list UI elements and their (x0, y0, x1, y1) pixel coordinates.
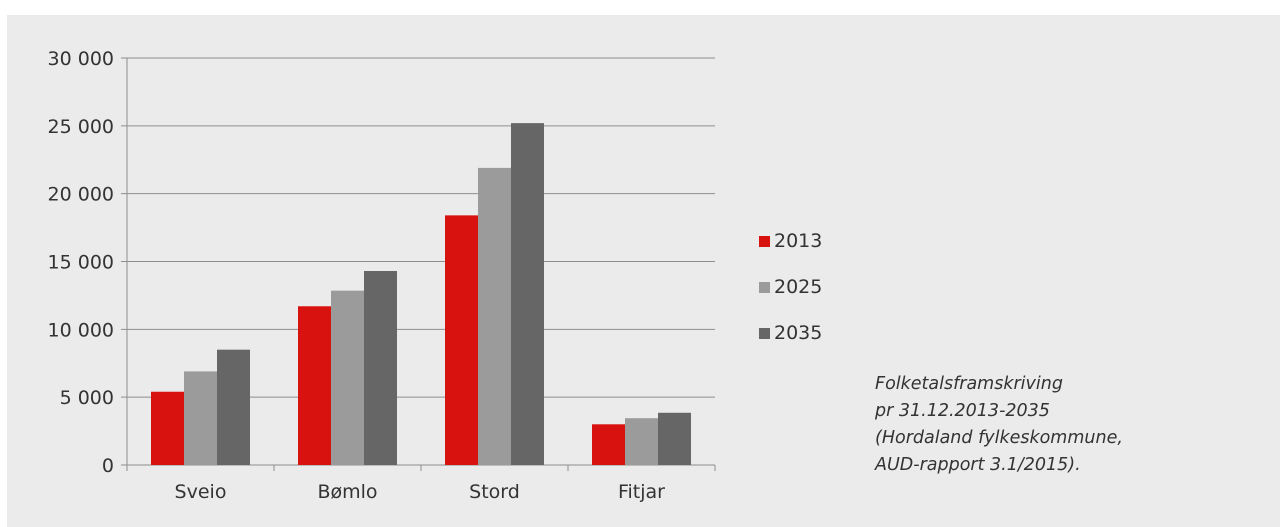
legend-label: 2013 (774, 230, 823, 252)
x-tick-label: Stord (469, 481, 520, 503)
bar (445, 215, 478, 465)
y-tick-label: 5 000 (60, 387, 114, 409)
legend-swatch-2025 (759, 281, 770, 293)
bar (592, 424, 625, 465)
y-tick-label: 25 000 (48, 116, 114, 138)
legend-item-2025: 2025 (759, 264, 822, 310)
bar (184, 371, 217, 465)
bar (625, 418, 658, 465)
legend-label: 2025 (774, 276, 823, 298)
y-tick-label: 10 000 (48, 319, 114, 341)
caption-line: pr 31.12.2013-2035 (875, 401, 1050, 421)
bar (511, 123, 544, 466)
bar (658, 412, 691, 465)
legend-swatch-2013 (759, 235, 770, 247)
bar (151, 391, 184, 465)
legend-item-2035: 2035 (759, 310, 822, 356)
y-tick-label: 30 000 (48, 48, 114, 70)
bar (331, 290, 364, 465)
x-tick-label: Sveio (175, 481, 227, 503)
legend-label: 2035 (774, 322, 823, 344)
x-tick-label: Bømlo (317, 481, 377, 503)
bar (478, 167, 511, 465)
bar (217, 349, 250, 465)
legend-swatch-2035 (759, 327, 770, 339)
source-caption: Folketalsframskriving pr 31.12.2013-2035… (875, 371, 1123, 479)
y-tick-label: 0 (102, 455, 114, 477)
x-tick-label: Fitjar (618, 481, 665, 503)
y-tick-label: 20 000 (48, 184, 114, 206)
legend-item-2013: 2013 (759, 218, 822, 264)
bar (364, 270, 397, 465)
caption-line: AUD-rapport 3.1/2015). (875, 455, 1081, 475)
caption-line: (Hordaland fylkeskommune, (875, 428, 1123, 448)
caption-line: Folketalsframskriving (875, 374, 1063, 394)
y-tick-label: 15 000 (48, 252, 114, 274)
bar (298, 306, 331, 465)
legend: 2013 2025 2035 (759, 218, 822, 356)
